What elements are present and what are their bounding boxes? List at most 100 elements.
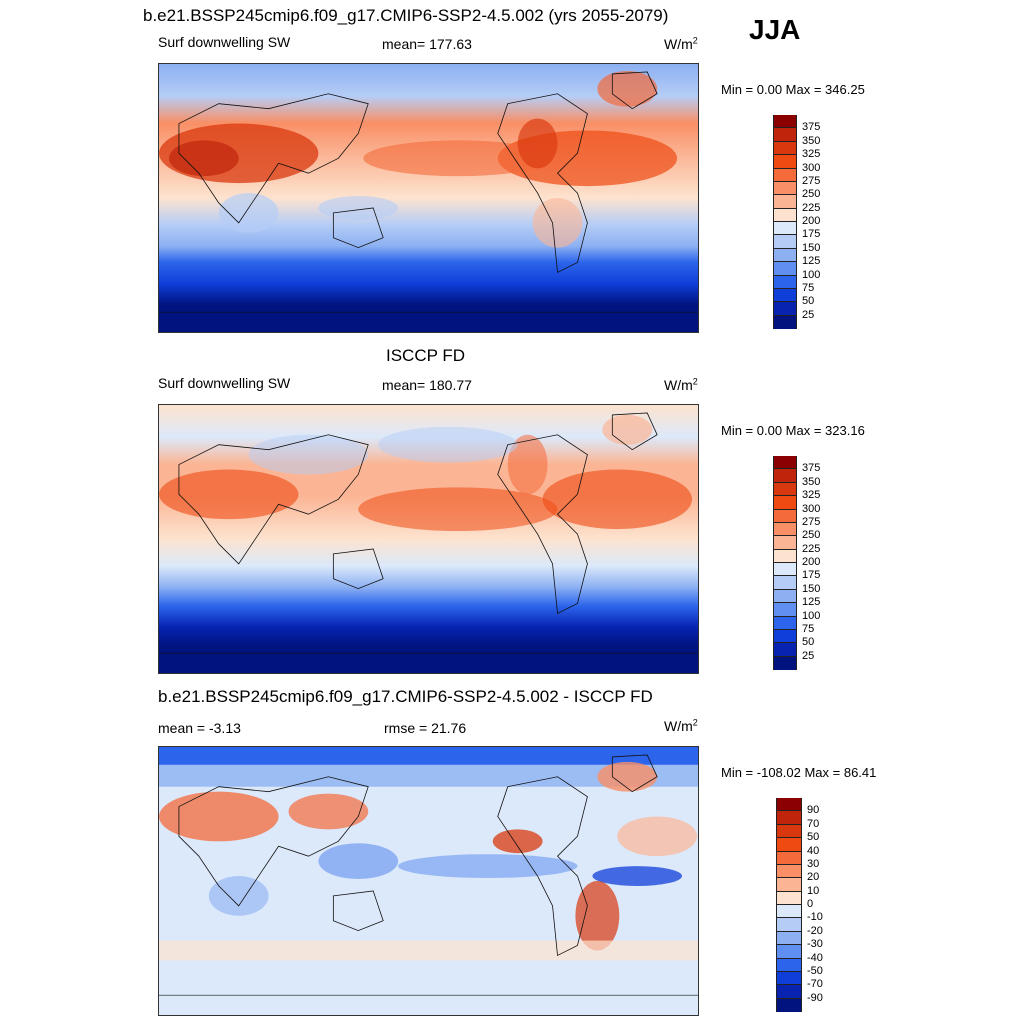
- colorbar-tick-label: 150: [802, 241, 821, 254]
- colorbar-cell: [777, 851, 801, 865]
- colorbar-cell: [777, 918, 801, 932]
- panel2-minmax: Min = 0.00 Max = 323.16: [721, 423, 865, 438]
- colorbar-tick-label: 300: [802, 502, 821, 515]
- panel1-units: W/m2: [664, 35, 698, 52]
- colorbar-tick-label: -30: [807, 938, 823, 951]
- colorbar-tick-label: 350: [802, 475, 821, 488]
- colorbar-tick-label: 125: [802, 596, 821, 609]
- panel1-variable-label: Surf downwelling SW: [158, 34, 291, 50]
- colorbar-tick-label: 30: [807, 857, 820, 870]
- panel2-mean-label: mean= 180.77: [382, 377, 472, 393]
- colorbar-cell: [774, 616, 796, 630]
- colorbar-cell: [774, 643, 796, 657]
- colorbar-tick-label: -50: [807, 964, 823, 977]
- colorbar-tick-label: 200: [802, 215, 821, 227]
- colorbar-cell: [774, 208, 796, 222]
- colorbar-tick-label: 40: [807, 844, 820, 857]
- season-label: JJA: [749, 14, 801, 45]
- colorbar-tick-label: 75: [802, 281, 815, 294]
- colorbar-tick-label: 75: [802, 622, 815, 635]
- colorbar-cell: [774, 589, 796, 604]
- panel3-colorbar: [776, 798, 802, 1012]
- panel3-map-field: [159, 747, 698, 1015]
- colorbar-cell: [774, 155, 796, 169]
- colorbar-cell: [777, 971, 801, 986]
- colorbar-cell: [774, 603, 796, 617]
- colorbar-cell: [777, 998, 801, 1012]
- colorbar-tick-label: 300: [802, 161, 821, 174]
- colorbar-cell: [774, 141, 796, 156]
- colorbar-tick-label: 175: [802, 569, 821, 582]
- panel3-mean-label: mean = -3.13: [158, 720, 241, 736]
- panel1-minmax: Min = 0.00 Max = 346.25: [721, 82, 865, 97]
- colorbar-cell: [777, 824, 801, 839]
- colorbar-cell: [774, 275, 796, 289]
- colorbar-tick-label: 350: [802, 134, 821, 147]
- colorbar-tick-label: 50: [802, 295, 815, 308]
- panel3-minmax: Min = -108.02 Max = 86.41: [721, 765, 877, 780]
- panel2-units: W/m2: [664, 376, 698, 393]
- colorbar-cell: [777, 811, 801, 825]
- panel2-title: ISCCP FD: [386, 346, 466, 365]
- colorbar-tick-label: 250: [802, 188, 821, 201]
- colorbar-cell: [774, 536, 796, 550]
- colorbar-cell: [774, 302, 796, 316]
- panel1-mean-label: mean= 177.63: [382, 36, 472, 52]
- colorbar-tick-label: 275: [802, 174, 821, 187]
- colorbar-tick-label: 70: [807, 817, 820, 830]
- colorbar-cell: [774, 235, 796, 249]
- colorbar-tick-label: 375: [802, 121, 821, 134]
- colorbar-tick-label: 325: [802, 489, 821, 502]
- colorbar-tick-label: 250: [802, 529, 821, 542]
- colorbar-tick-label: 50: [807, 831, 820, 844]
- panel2-colorbar: [773, 456, 797, 670]
- colorbar-tick-label: -90: [807, 991, 823, 1004]
- colorbar-cell: [774, 563, 796, 577]
- colorbar-cell: [774, 128, 796, 142]
- colorbar-cell: [774, 181, 796, 196]
- colorbar-cell: [774, 222, 796, 236]
- colorbar-tick-label: 325: [802, 148, 821, 161]
- panel3-units: W/m2: [664, 717, 698, 734]
- panel2-map: [158, 404, 699, 674]
- colorbar-tick-label: -70: [807, 978, 823, 991]
- panel2-map-field: [159, 405, 698, 673]
- colorbar-tick-label: -40: [807, 951, 823, 964]
- colorbar-tick-label: 175: [802, 228, 821, 241]
- colorbar-tick-label: 20: [807, 871, 820, 884]
- colorbar-cell: [774, 248, 796, 263]
- panel3-rmse-label: rmse = 21.76: [384, 720, 467, 736]
- colorbar-cell: [774, 482, 796, 497]
- colorbar-cell: [774, 656, 796, 670]
- colorbar-cell: [774, 456, 796, 470]
- colorbar-cell: [774, 115, 796, 129]
- colorbar-tick-label: 200: [802, 556, 821, 568]
- colorbar-cell: [777, 838, 801, 852]
- panel3-title: b.e21.BSSP245cmip6.f09_g17.CMIP6-SSP2-4.…: [158, 687, 653, 706]
- colorbar-cell: [774, 522, 796, 537]
- colorbar-cell: [777, 864, 801, 879]
- colorbar-tick-label: 10: [807, 884, 820, 897]
- colorbar-cell: [777, 931, 801, 946]
- colorbar-cell: [774, 315, 796, 329]
- colorbar-tick-label: 25: [802, 649, 815, 662]
- colorbar-tick-label: 225: [802, 201, 821, 214]
- colorbar-cell: [777, 945, 801, 959]
- colorbar-cell: [774, 288, 796, 303]
- panel3-map: [158, 746, 699, 1016]
- colorbar-cell: [774, 496, 796, 510]
- colorbar-tick-label: -10: [807, 911, 823, 924]
- panel1-map: [158, 63, 699, 333]
- colorbar-cell: [774, 629, 796, 644]
- colorbar-tick-label: 125: [802, 255, 821, 268]
- colorbar-tick-label: 100: [802, 268, 821, 281]
- colorbar-tick-label: 275: [802, 515, 821, 528]
- colorbar-cell: [774, 509, 796, 523]
- colorbar-cell: [774, 576, 796, 590]
- colorbar-cell: [774, 262, 796, 276]
- colorbar-tick-label: 25: [802, 308, 815, 321]
- colorbar-tick-label: 50: [802, 636, 815, 649]
- colorbar-tick-label: 90: [807, 804, 820, 817]
- colorbar-cell: [777, 958, 801, 972]
- colorbar-cell: [774, 195, 796, 209]
